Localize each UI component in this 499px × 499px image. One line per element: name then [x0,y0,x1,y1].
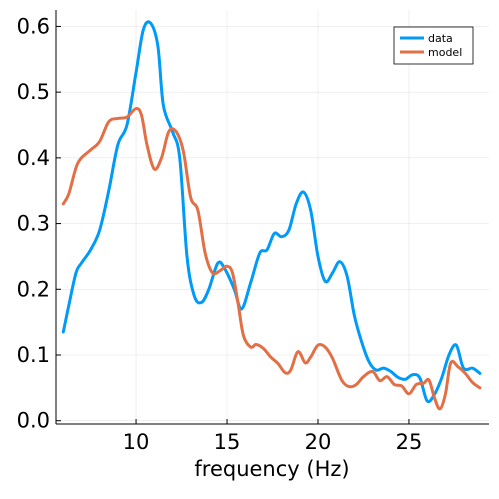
legend-label-data: data [428,32,453,45]
y-tick-label: 0.5 [17,80,50,104]
series-lines [61,20,482,411]
series-line-model [61,107,482,411]
y-tick-label: 0.0 [17,409,50,433]
y-tick-label: 0.2 [17,277,50,301]
x-tick-label: 20 [305,430,332,454]
x-tick-label: 15 [214,430,241,454]
legend-label-model: model [428,46,462,59]
axes [55,10,489,425]
x-axis-label: frequency (Hz) [194,457,349,481]
series-line-data [61,20,482,404]
grid-lines [56,10,489,424]
y-tick-label: 0.3 [17,212,50,236]
y-tick-label: 0.6 [17,14,50,38]
x-tick-label: 10 [123,430,150,454]
y-tick-label: 0.4 [17,146,50,170]
y-tick-label: 0.1 [17,343,50,367]
ticks: 10 15 20 25 0.0 0.1 0.2 0.3 0.4 0.5 0.6 [17,14,423,454]
legend-box [393,26,474,65]
x-tick-label: 25 [396,430,423,454]
